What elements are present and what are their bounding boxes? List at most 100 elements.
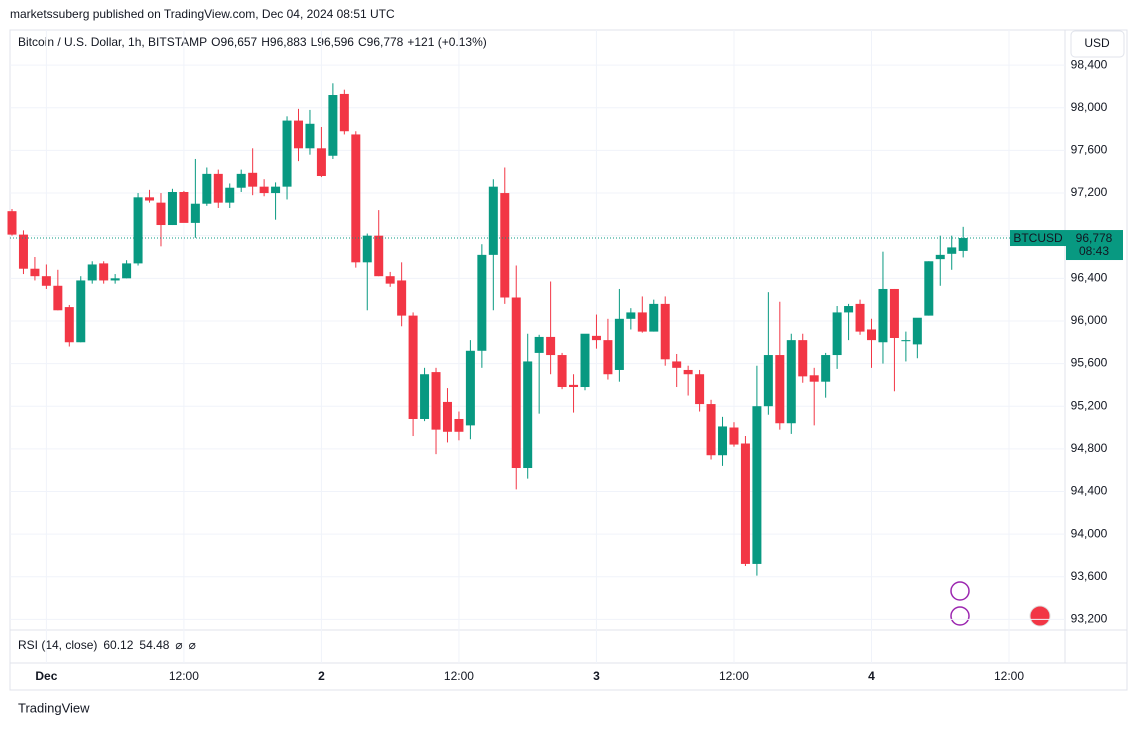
candle-body: [649, 303, 659, 332]
candle-body: [729, 427, 739, 445]
ohlc-value: 96,657: [221, 35, 258, 49]
candle-body: [64, 307, 74, 343]
candle-body: [30, 268, 40, 277]
candle-body: [133, 197, 143, 264]
y-tick-label: 95,600: [1071, 356, 1108, 370]
candle-body: [626, 312, 636, 319]
candle-body: [763, 355, 773, 407]
candle-body: [660, 303, 670, 360]
candle-body: [316, 148, 326, 177]
candle-body: [179, 191, 189, 223]
candle-body: [706, 404, 716, 456]
candle-body: [855, 303, 865, 332]
x-tick-label: 2: [318, 669, 325, 683]
candle-body: [935, 254, 945, 260]
candle-body: [546, 336, 556, 356]
candle-body: [947, 247, 957, 254]
candle-body: [259, 186, 269, 194]
y-tick-label: 97,200: [1071, 185, 1108, 199]
y-tick-label: 98,400: [1071, 57, 1108, 71]
candle-body: [889, 288, 899, 338]
y-tick-label: 94,800: [1071, 441, 1108, 455]
frame: [9, 29, 1128, 691]
price-tag-value: 96,778: [1076, 231, 1113, 245]
x-tick-label: 4: [868, 669, 875, 683]
candle-body: [110, 278, 120, 281]
rsi-value: 60.12: [103, 638, 133, 652]
candle-body: [569, 384, 579, 388]
candle-body: [534, 336, 544, 353]
ohlc-key: C: [358, 35, 367, 49]
candle-body: [878, 288, 888, 343]
candle-body: [844, 306, 854, 313]
y-tick-label: 96,400: [1071, 270, 1108, 284]
candle-body: [809, 375, 819, 382]
currency-button[interactable]: [1070, 30, 1125, 58]
candle-body: [786, 340, 796, 424]
candle-body: [718, 426, 728, 456]
rsi-label: RSI (14, close): [18, 638, 97, 652]
candle-body: [328, 95, 338, 156]
candle-body: [18, 234, 28, 269]
currency[interactable]: USD: [1084, 36, 1110, 50]
candle-body: [248, 172, 258, 187]
y-tick-label: 96,000: [1071, 313, 1108, 327]
x-tick-label: Dec: [35, 669, 57, 683]
flag-icon[interactable]: [1029, 605, 1051, 627]
candle-body: [511, 297, 521, 469]
candle-body: [236, 173, 246, 188]
candle-body: [477, 254, 487, 351]
rsi-extra: ⌀: [175, 638, 182, 652]
candle-body: [901, 340, 911, 342]
candle-body: [798, 340, 808, 377]
event-icon[interactable]: [950, 606, 970, 626]
candle-body: [99, 263, 109, 281]
candle-body: [76, 280, 86, 343]
x-tick-label: 3: [593, 669, 600, 683]
candle-body: [7, 211, 17, 235]
y-tick-label: 94,400: [1071, 484, 1108, 498]
candle-body: [580, 333, 590, 388]
candle-body: [637, 312, 647, 332]
ohlc-key: O: [211, 35, 220, 49]
candle-body: [614, 318, 624, 370]
ohlc-value: 96,596: [317, 35, 354, 49]
symbol-tag-text: BTCUSD: [1013, 231, 1063, 245]
candle-body: [339, 93, 349, 132]
candle-body: [683, 369, 693, 375]
candle-body: [282, 120, 292, 187]
candle-body: [294, 120, 303, 149]
candle-body: [500, 193, 510, 298]
candle-body: [385, 276, 395, 284]
candle-body: [41, 276, 51, 286]
candle-body: [924, 261, 934, 316]
x-tick-label: 12:00: [719, 669, 749, 683]
candle-body: [740, 443, 750, 564]
y-tick-label: 93,600: [1071, 569, 1108, 583]
candle-body: [603, 340, 613, 375]
y-tick-label: 98,000: [1071, 100, 1108, 114]
ohlc-value: 96,778: [367, 35, 404, 49]
candle-body: [351, 134, 361, 263]
x-tick-label: 12:00: [994, 669, 1024, 683]
candle-body: [122, 263, 132, 279]
ohlc-key: L: [311, 35, 318, 49]
symbol-legend: Bitcoin / U.S. Dollar, 1h, BITSTAMP O 96,6…: [18, 35, 487, 49]
candle-body: [775, 355, 785, 424]
candle-body: [145, 197, 155, 201]
candle-body: [591, 335, 601, 341]
ohlc-key: H: [261, 35, 270, 49]
candle-body: [225, 187, 235, 203]
idea-icon[interactable]: [950, 581, 970, 601]
candle-body: [454, 418, 464, 432]
candle-body: [362, 235, 372, 263]
ohlc-value: 96,883: [270, 35, 307, 49]
change: +121 (+0.13%): [407, 35, 486, 49]
y-tick-label: 94,000: [1071, 526, 1108, 540]
candle-body: [190, 203, 200, 223]
candle-body: [213, 173, 223, 203]
candle-body: [167, 191, 177, 226]
candle-body: [431, 372, 441, 430]
